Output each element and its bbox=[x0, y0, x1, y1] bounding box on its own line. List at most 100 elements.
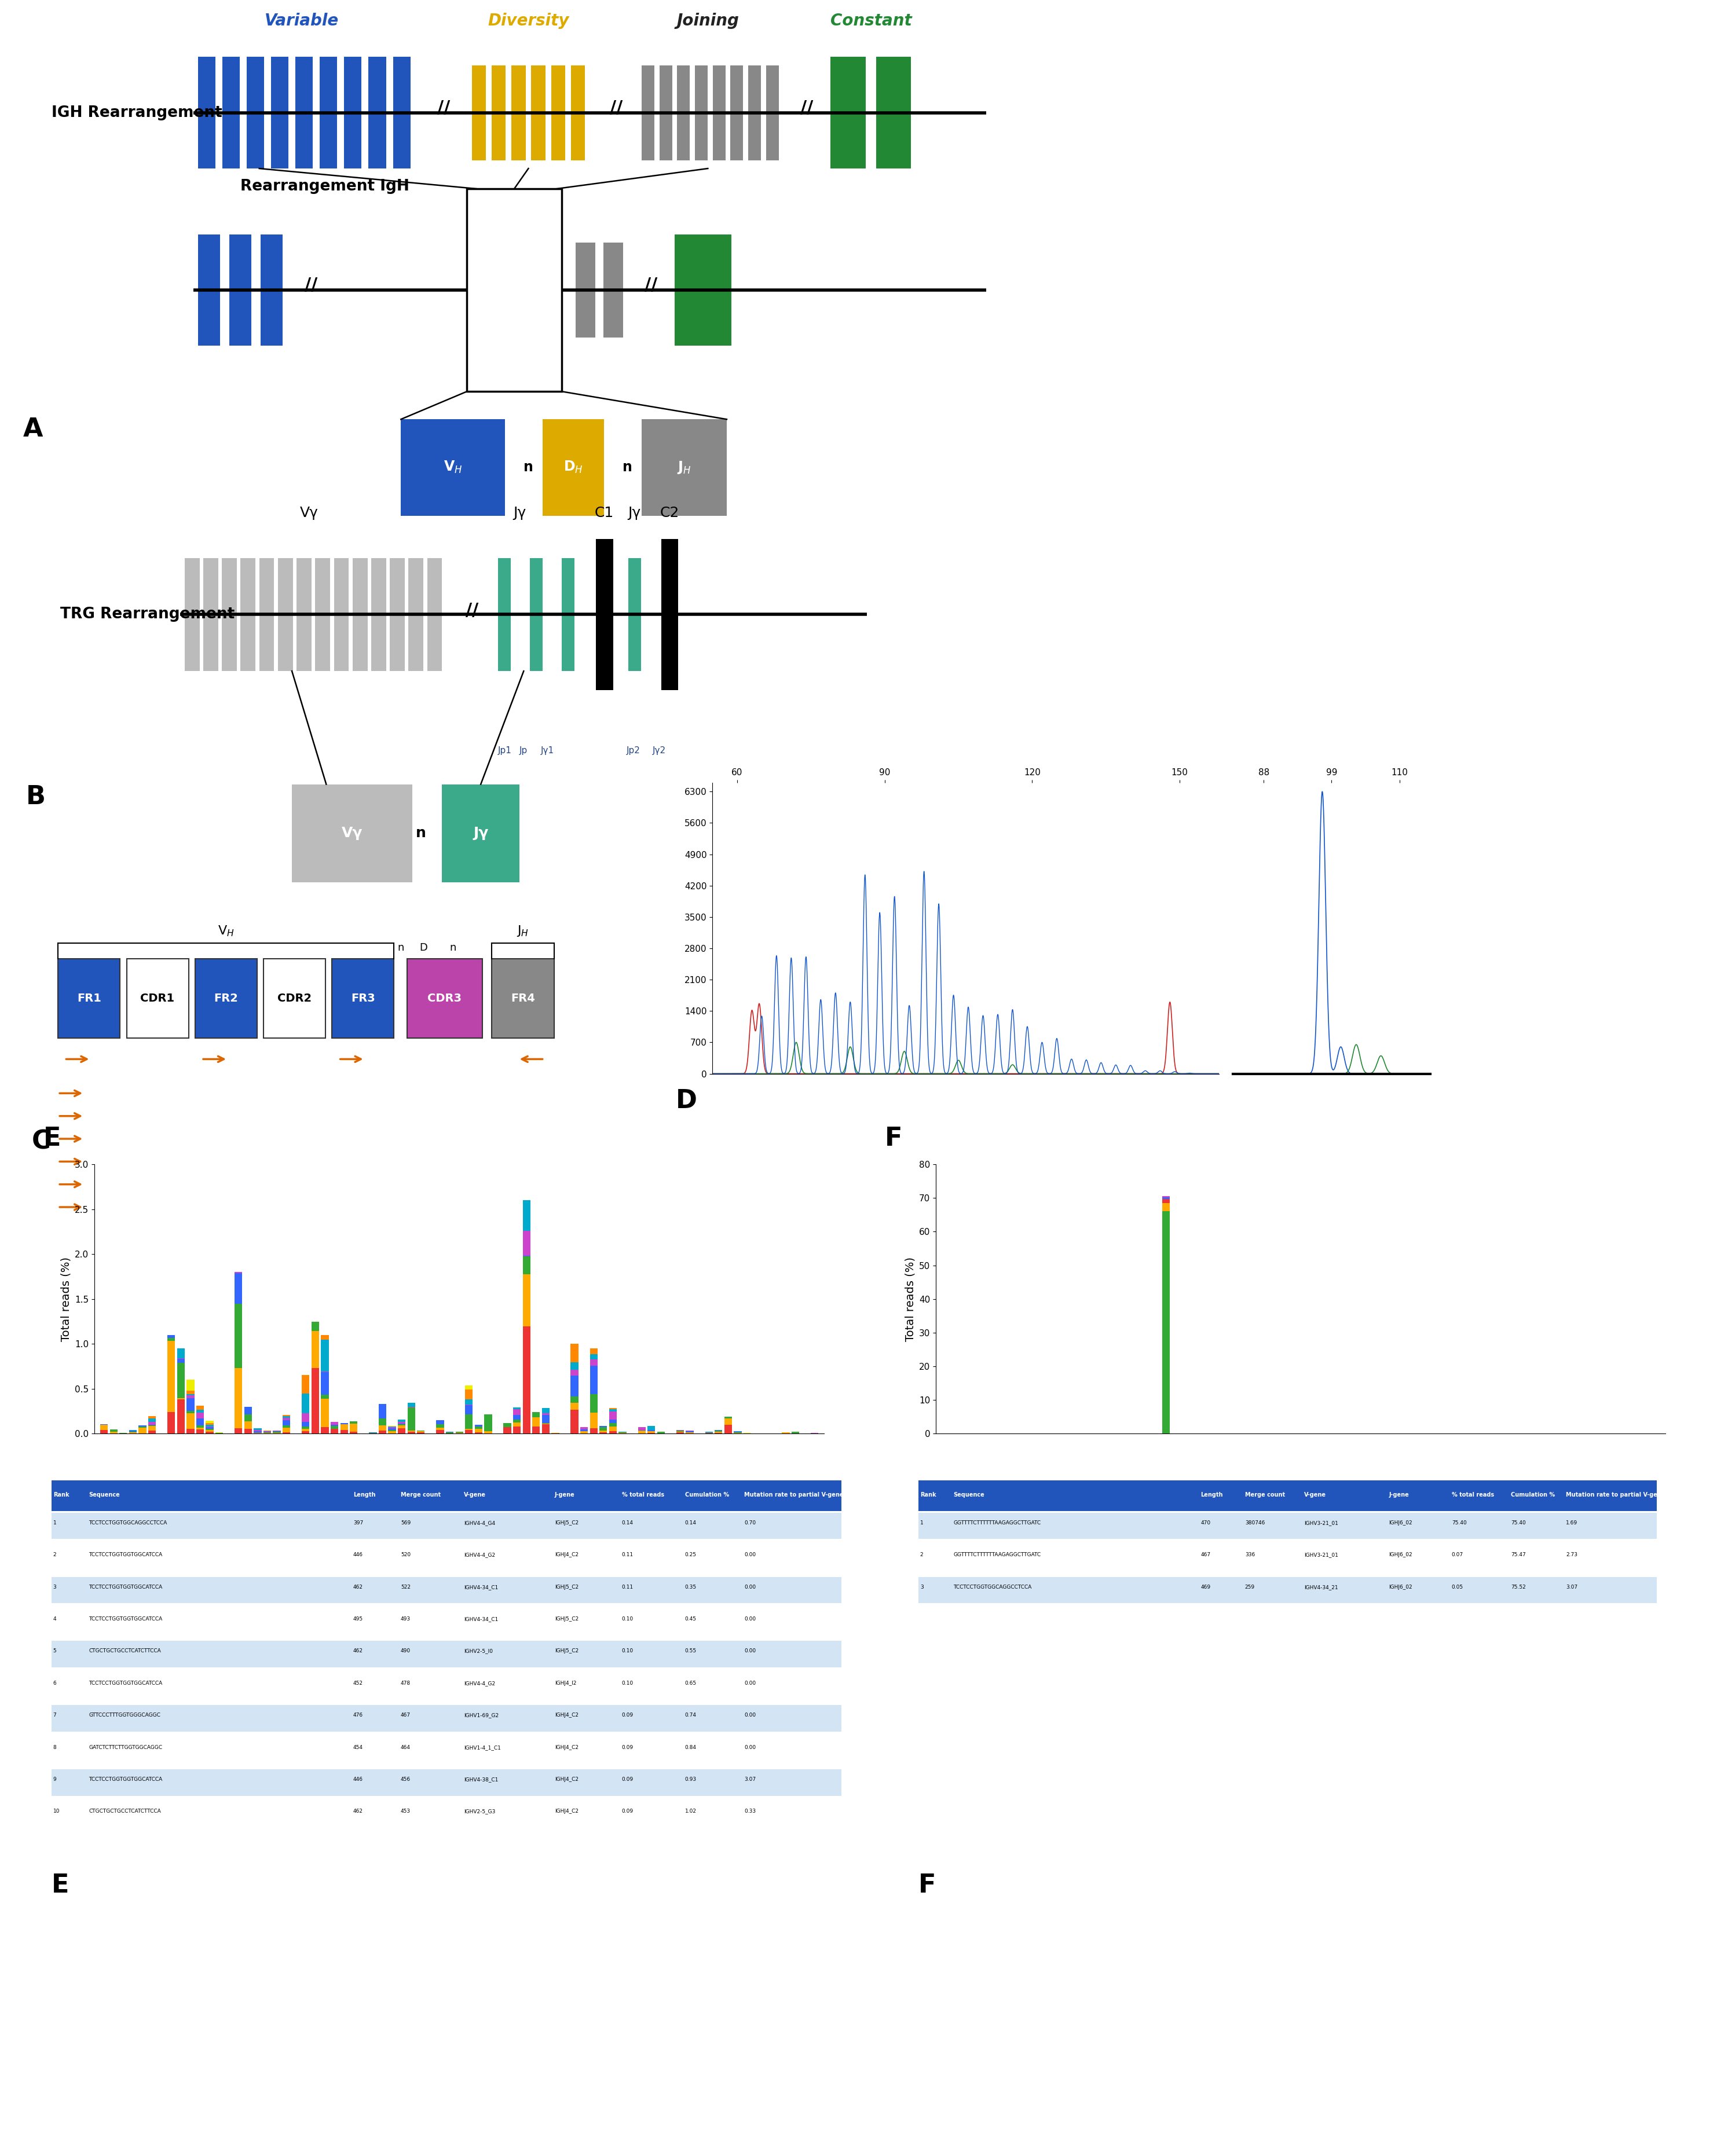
Text: Merge count: Merge count bbox=[1245, 1492, 1284, 1498]
Bar bbox=[570, 1397, 579, 1404]
Text: 490: 490 bbox=[400, 1649, 410, 1654]
Bar bbox=[196, 1410, 204, 1412]
Text: 8: 8 bbox=[53, 1744, 57, 1751]
Text: 0.07: 0.07 bbox=[1451, 1552, 1463, 1557]
Text: 1: 1 bbox=[920, 1520, 924, 1526]
Bar bbox=[311, 1367, 319, 1434]
Bar bbox=[570, 1363, 579, 1369]
Text: 0.10: 0.10 bbox=[622, 1649, 634, 1654]
Bar bbox=[436, 1421, 445, 1425]
Bar bbox=[570, 1404, 579, 1410]
Bar bbox=[167, 1412, 175, 1434]
Bar bbox=[436, 1425, 445, 1427]
Bar bbox=[505, 244, 529, 338]
Bar bbox=[407, 1408, 416, 1429]
Text: Mutation rate to partial V-gene (%): Mutation rate to partial V-gene (%) bbox=[1566, 1492, 1678, 1498]
Bar bbox=[513, 1427, 520, 1434]
Text: Vγ: Vγ bbox=[342, 826, 362, 841]
Bar bbox=[570, 1410, 579, 1434]
Bar bbox=[503, 1423, 512, 1427]
Bar bbox=[603, 244, 623, 338]
Text: 1.69: 1.69 bbox=[1566, 1520, 1578, 1526]
Text: 522: 522 bbox=[400, 1585, 410, 1589]
Text: 2: 2 bbox=[53, 1552, 57, 1557]
Text: //: // bbox=[610, 99, 623, 116]
Text: 0.10: 0.10 bbox=[622, 1682, 634, 1686]
Bar bbox=[196, 1429, 204, 1434]
Bar bbox=[185, 558, 199, 671]
Text: CDR1: CDR1 bbox=[141, 994, 175, 1005]
Text: V$_H$: V$_H$ bbox=[218, 925, 234, 938]
Text: F: F bbox=[884, 1125, 901, 1151]
Text: 0.00: 0.00 bbox=[743, 1712, 755, 1718]
Bar bbox=[610, 1423, 616, 1427]
Text: GGTTTTCTTTTTTAAGAGGCTTGATC: GGTTTTCTTTTTTAAGAGGCTTGATC bbox=[953, 1520, 1041, 1526]
Text: 0.00: 0.00 bbox=[743, 1617, 755, 1621]
Text: VH1: VH1 bbox=[965, 1483, 974, 1496]
Bar bbox=[570, 65, 585, 160]
Text: none: none bbox=[730, 1483, 737, 1501]
Text: n: n bbox=[623, 461, 632, 474]
Bar bbox=[283, 1427, 290, 1432]
Text: VH1: VH1 bbox=[124, 1483, 132, 1496]
Text: VH2: VH2 bbox=[1034, 1483, 1041, 1496]
Bar bbox=[465, 1399, 472, 1404]
Bar bbox=[596, 539, 613, 690]
Bar bbox=[244, 1414, 252, 1421]
Bar bbox=[639, 1432, 646, 1434]
Bar bbox=[503, 1427, 512, 1434]
Bar bbox=[52, 1738, 841, 1764]
Bar bbox=[331, 1425, 338, 1429]
Bar bbox=[206, 1421, 213, 1423]
Text: VH4: VH4 bbox=[326, 1483, 333, 1496]
Bar bbox=[139, 1427, 146, 1434]
Bar bbox=[177, 1399, 185, 1434]
Text: n: n bbox=[416, 826, 426, 841]
Text: IGHJ5_C2: IGHJ5_C2 bbox=[555, 1520, 579, 1526]
Text: D: D bbox=[676, 1089, 697, 1112]
Text: 493: 493 bbox=[400, 1617, 410, 1621]
Text: Cumulation %: Cumulation % bbox=[685, 1492, 730, 1498]
Bar bbox=[676, 65, 690, 160]
Text: C2: C2 bbox=[659, 507, 680, 520]
Bar bbox=[467, 190, 561, 392]
Bar bbox=[491, 65, 507, 160]
Text: 454: 454 bbox=[354, 1744, 362, 1751]
Text: 462: 462 bbox=[354, 1649, 362, 1654]
Text: 397: 397 bbox=[354, 1520, 364, 1526]
Bar bbox=[513, 1423, 520, 1427]
Bar bbox=[580, 1427, 587, 1429]
Text: 0.93: 0.93 bbox=[685, 1777, 697, 1783]
Bar bbox=[531, 244, 558, 338]
Text: VH8: VH8 bbox=[594, 1483, 603, 1496]
Bar bbox=[177, 1358, 185, 1363]
Text: Jγ2: Jγ2 bbox=[652, 746, 666, 755]
Bar bbox=[610, 1427, 616, 1432]
Text: IGHJ4_C2: IGHJ4_C2 bbox=[555, 1744, 579, 1751]
Bar bbox=[580, 1432, 587, 1434]
Bar bbox=[371, 558, 386, 671]
Bar bbox=[379, 1419, 386, 1425]
Text: IGHV2-5_G3: IGHV2-5_G3 bbox=[464, 1809, 494, 1813]
Bar bbox=[512, 65, 525, 160]
Bar bbox=[244, 1429, 252, 1434]
Bar bbox=[244, 1408, 252, 1414]
Text: IGHJ5_C2: IGHJ5_C2 bbox=[555, 1585, 579, 1589]
Bar bbox=[443, 785, 520, 882]
Bar bbox=[321, 1395, 328, 1399]
Text: //: // bbox=[644, 276, 658, 293]
Bar bbox=[591, 1412, 598, 1427]
Bar bbox=[465, 1406, 472, 1414]
Bar bbox=[919, 1576, 1657, 1604]
Bar bbox=[187, 1391, 194, 1395]
Bar bbox=[465, 1386, 472, 1388]
Bar bbox=[235, 1304, 242, 1367]
Bar bbox=[302, 1393, 309, 1412]
Text: TCCTCCTGGTGGTGGCATCCA: TCCTCCTGGTGGTGGCATCCA bbox=[89, 1585, 163, 1589]
Text: TCCTCCTGGTGGTGGCATCCA: TCCTCCTGGTGGTGGCATCCA bbox=[89, 1682, 163, 1686]
Bar bbox=[52, 1770, 841, 1796]
Text: IGHV4-4_G4: IGHV4-4_G4 bbox=[464, 1520, 494, 1526]
Text: Vγ: Vγ bbox=[300, 507, 318, 520]
Text: Jp1: Jp1 bbox=[498, 746, 512, 755]
Text: IGHJ4_C2: IGHJ4_C2 bbox=[555, 1712, 579, 1718]
